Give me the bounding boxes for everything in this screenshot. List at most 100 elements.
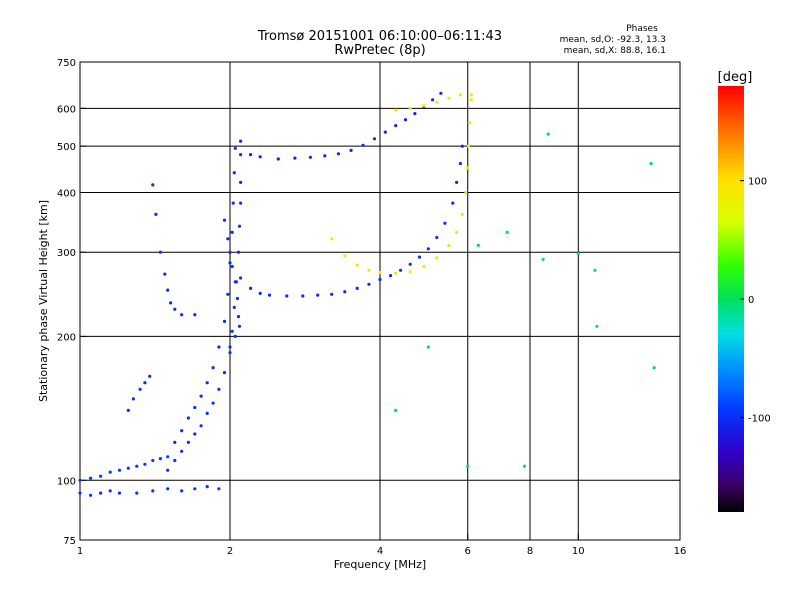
data-point: [236, 315, 241, 319]
data-point: [460, 144, 464, 148]
data-point: [193, 487, 197, 491]
data-point: [235, 296, 239, 301]
data-point: [148, 374, 152, 378]
data-point: [99, 491, 103, 495]
data-point: [233, 334, 237, 338]
data-point: [399, 268, 403, 272]
data-point: [431, 98, 435, 102]
x-axis-label: Frequency [MHz]: [334, 558, 426, 571]
data-point: [258, 155, 262, 159]
data-point: [330, 292, 334, 296]
data-point: [143, 381, 147, 385]
data-point: [217, 345, 221, 349]
data-point: [649, 161, 653, 166]
data-point: [138, 387, 142, 391]
data-point: [230, 230, 234, 234]
data-point: [422, 104, 426, 108]
data-point: [233, 280, 237, 284]
data-point: [394, 408, 398, 412]
data-point: [211, 366, 215, 370]
phases-mean-o: mean, sd,O: -92.3, 13.3: [560, 35, 666, 45]
data-point: [151, 183, 155, 187]
data-point: [151, 458, 155, 463]
data-point: [226, 292, 230, 296]
data-point: [180, 449, 184, 453]
data-point: [158, 250, 162, 254]
data-point: [217, 387, 221, 391]
data-point: [403, 118, 408, 122]
data-point: [228, 345, 232, 349]
x-tick-label: 8: [527, 546, 533, 557]
data-point: [469, 98, 473, 102]
data-point: [180, 429, 184, 433]
data-point: [226, 237, 230, 241]
data-point: [316, 293, 320, 297]
data-point: [408, 270, 412, 274]
y-tick-label: 100: [57, 476, 76, 487]
chart-subtitle: RwPretec (8p): [334, 43, 425, 58]
data-point: [232, 305, 236, 309]
data-point: [451, 201, 455, 205]
data-point: [458, 161, 462, 166]
data-point: [154, 212, 158, 216]
data-point: [230, 329, 234, 333]
data-point: [349, 148, 353, 152]
data-point: [378, 271, 382, 275]
x-tick-label: 6: [465, 546, 471, 557]
data-point: [135, 464, 139, 468]
data-point: [267, 293, 272, 297]
data-point: [426, 345, 430, 349]
data-point: [455, 230, 459, 234]
data-point: [435, 100, 439, 104]
data-point: [117, 491, 122, 495]
data-point: [460, 212, 464, 216]
data-point: [652, 366, 656, 370]
data-point: [186, 416, 190, 420]
y-tick-label: 750: [57, 58, 76, 69]
data-point: [422, 264, 426, 269]
data-point: [383, 130, 387, 134]
data-point: [236, 250, 241, 254]
data-point: [89, 476, 93, 480]
data-point: [239, 153, 243, 157]
data-point: [343, 254, 347, 258]
y-tick-label: 600: [57, 104, 76, 115]
data-point: [394, 124, 398, 128]
data-point: [205, 411, 209, 415]
data-point: [336, 152, 340, 156]
data-point: [232, 171, 236, 175]
data-point: [455, 180, 459, 184]
data-point: [408, 106, 412, 110]
grid-lines: [80, 62, 680, 540]
data-point: [237, 324, 242, 328]
data-point: [173, 458, 177, 463]
data-point: [231, 201, 235, 205]
data-point: [394, 108, 398, 112]
data-point: [408, 262, 412, 266]
y-tick-label: 200: [57, 332, 76, 343]
data-point: [413, 112, 417, 116]
data-point: [239, 276, 243, 280]
colorbar-ticks: 100 0 -100: [740, 177, 771, 424]
data-point: [355, 286, 359, 290]
data-point: [99, 474, 103, 478]
x-tick-label: 2: [227, 546, 233, 557]
data-point: [166, 468, 170, 472]
data-point: [285, 294, 289, 298]
data-point: [126, 408, 130, 412]
data-point: [378, 277, 382, 282]
y-tick-label: 500: [57, 142, 76, 153]
colorbar-tick-label: -100: [748, 413, 771, 424]
x-tick-label: 16: [674, 546, 687, 557]
data-point: [211, 401, 215, 405]
data-point: [593, 268, 597, 272]
data-point: [576, 252, 580, 256]
data-point: [193, 432, 197, 436]
data-point: [447, 96, 451, 100]
colorbar-tick-label: 100: [748, 177, 767, 188]
data-point: [355, 263, 359, 267]
data-point: [108, 489, 112, 493]
data-point: [205, 381, 209, 385]
data-point: [131, 397, 135, 401]
data-point: [143, 462, 147, 466]
